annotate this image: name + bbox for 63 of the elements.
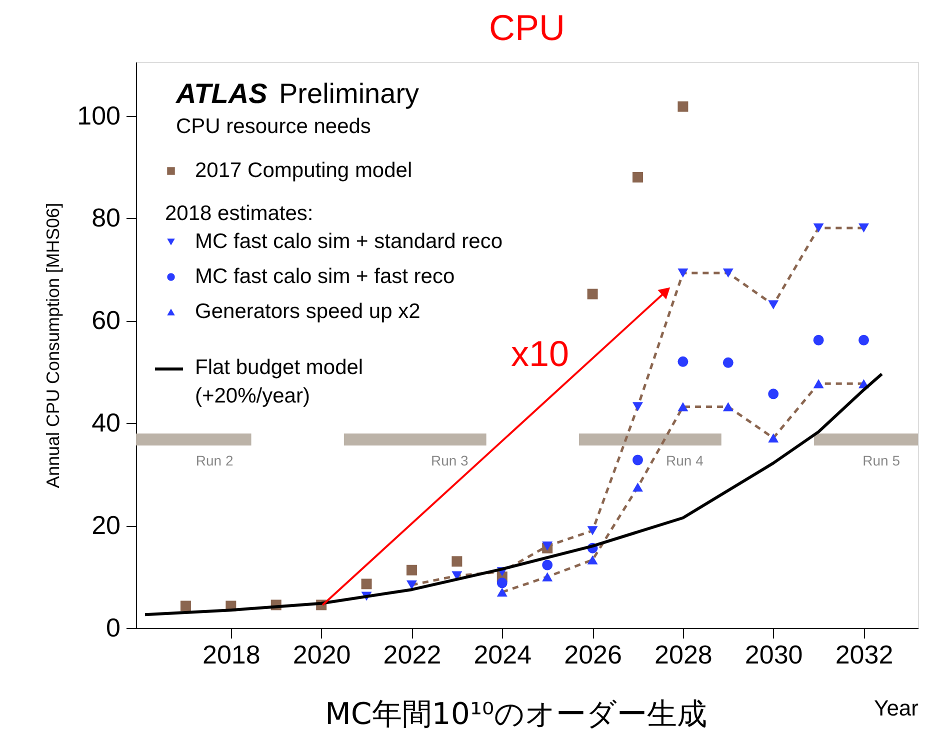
point	[632, 482, 643, 492]
point	[768, 300, 779, 310]
point	[496, 588, 508, 597]
point	[678, 101, 688, 112]
point	[542, 572, 553, 582]
annotation: 2018 estimates:	[165, 202, 314, 225]
y-tick-label: 80	[92, 202, 120, 233]
x-tick-label: 2024	[474, 640, 532, 670]
point	[678, 356, 688, 367]
annotation: ATLAS Preliminary	[175, 78, 420, 109]
point	[542, 560, 553, 570]
point	[632, 454, 643, 466]
point	[587, 526, 598, 536]
point	[858, 223, 869, 232]
y-tick-label: 100	[77, 100, 120, 130]
legend-label: MC fast calo sim + fast reco	[195, 265, 455, 288]
point	[180, 600, 191, 612]
annotation: CPU resource needs	[176, 115, 371, 138]
legend-label: Flat budget model (+20%/year)	[195, 356, 364, 408]
annotation: Run 5	[862, 452, 900, 469]
point	[722, 268, 734, 278]
y-axis-title: Annual CPU Consumption [MHS06]	[43, 202, 64, 488]
point	[632, 402, 643, 412]
x-tick-label: 2020	[292, 640, 351, 670]
x-tick-label: 2032	[835, 640, 894, 670]
x-tick-label: 2026	[564, 640, 622, 670]
point	[678, 402, 688, 412]
point	[768, 433, 779, 443]
point	[496, 578, 508, 588]
point	[813, 379, 824, 388]
point	[722, 402, 734, 412]
point	[858, 334, 869, 346]
y-tick-label: 0	[106, 612, 120, 642]
y-tick-label: 20	[92, 510, 120, 540]
point	[361, 578, 372, 590]
point	[587, 288, 598, 300]
text: MC年間10¹⁰のオーダー生成	[324, 697, 708, 732]
x-tick-label: 2028	[654, 640, 712, 670]
point	[813, 334, 824, 346]
annotation: Run 2	[196, 452, 234, 469]
chart-title: CPU	[488, 7, 566, 48]
legend-label: MC fast calo sim + standard reco	[195, 230, 503, 253]
y-tick-label: 40	[92, 408, 120, 438]
legend-label: 2017 Computing model	[195, 159, 412, 182]
annotation: x10	[510, 333, 570, 374]
point	[678, 268, 688, 278]
x-tick-label: 2018	[202, 640, 260, 670]
point	[452, 556, 462, 567]
point	[587, 555, 598, 564]
y-tick-label: 60	[92, 305, 120, 336]
point	[632, 172, 643, 182]
annotation: Run 3	[430, 452, 469, 469]
legend-label: Generators speed up x2	[195, 300, 420, 323]
point	[406, 564, 417, 576]
x-tick-label: 2030	[744, 640, 803, 670]
point	[813, 223, 824, 232]
x-tick-label: 2022	[383, 640, 442, 670]
point	[542, 542, 553, 551]
point	[768, 388, 779, 400]
point	[722, 357, 734, 368]
x-axis-title: Year	[874, 696, 918, 720]
point	[406, 580, 417, 590]
annotation: Run 4	[666, 452, 704, 469]
